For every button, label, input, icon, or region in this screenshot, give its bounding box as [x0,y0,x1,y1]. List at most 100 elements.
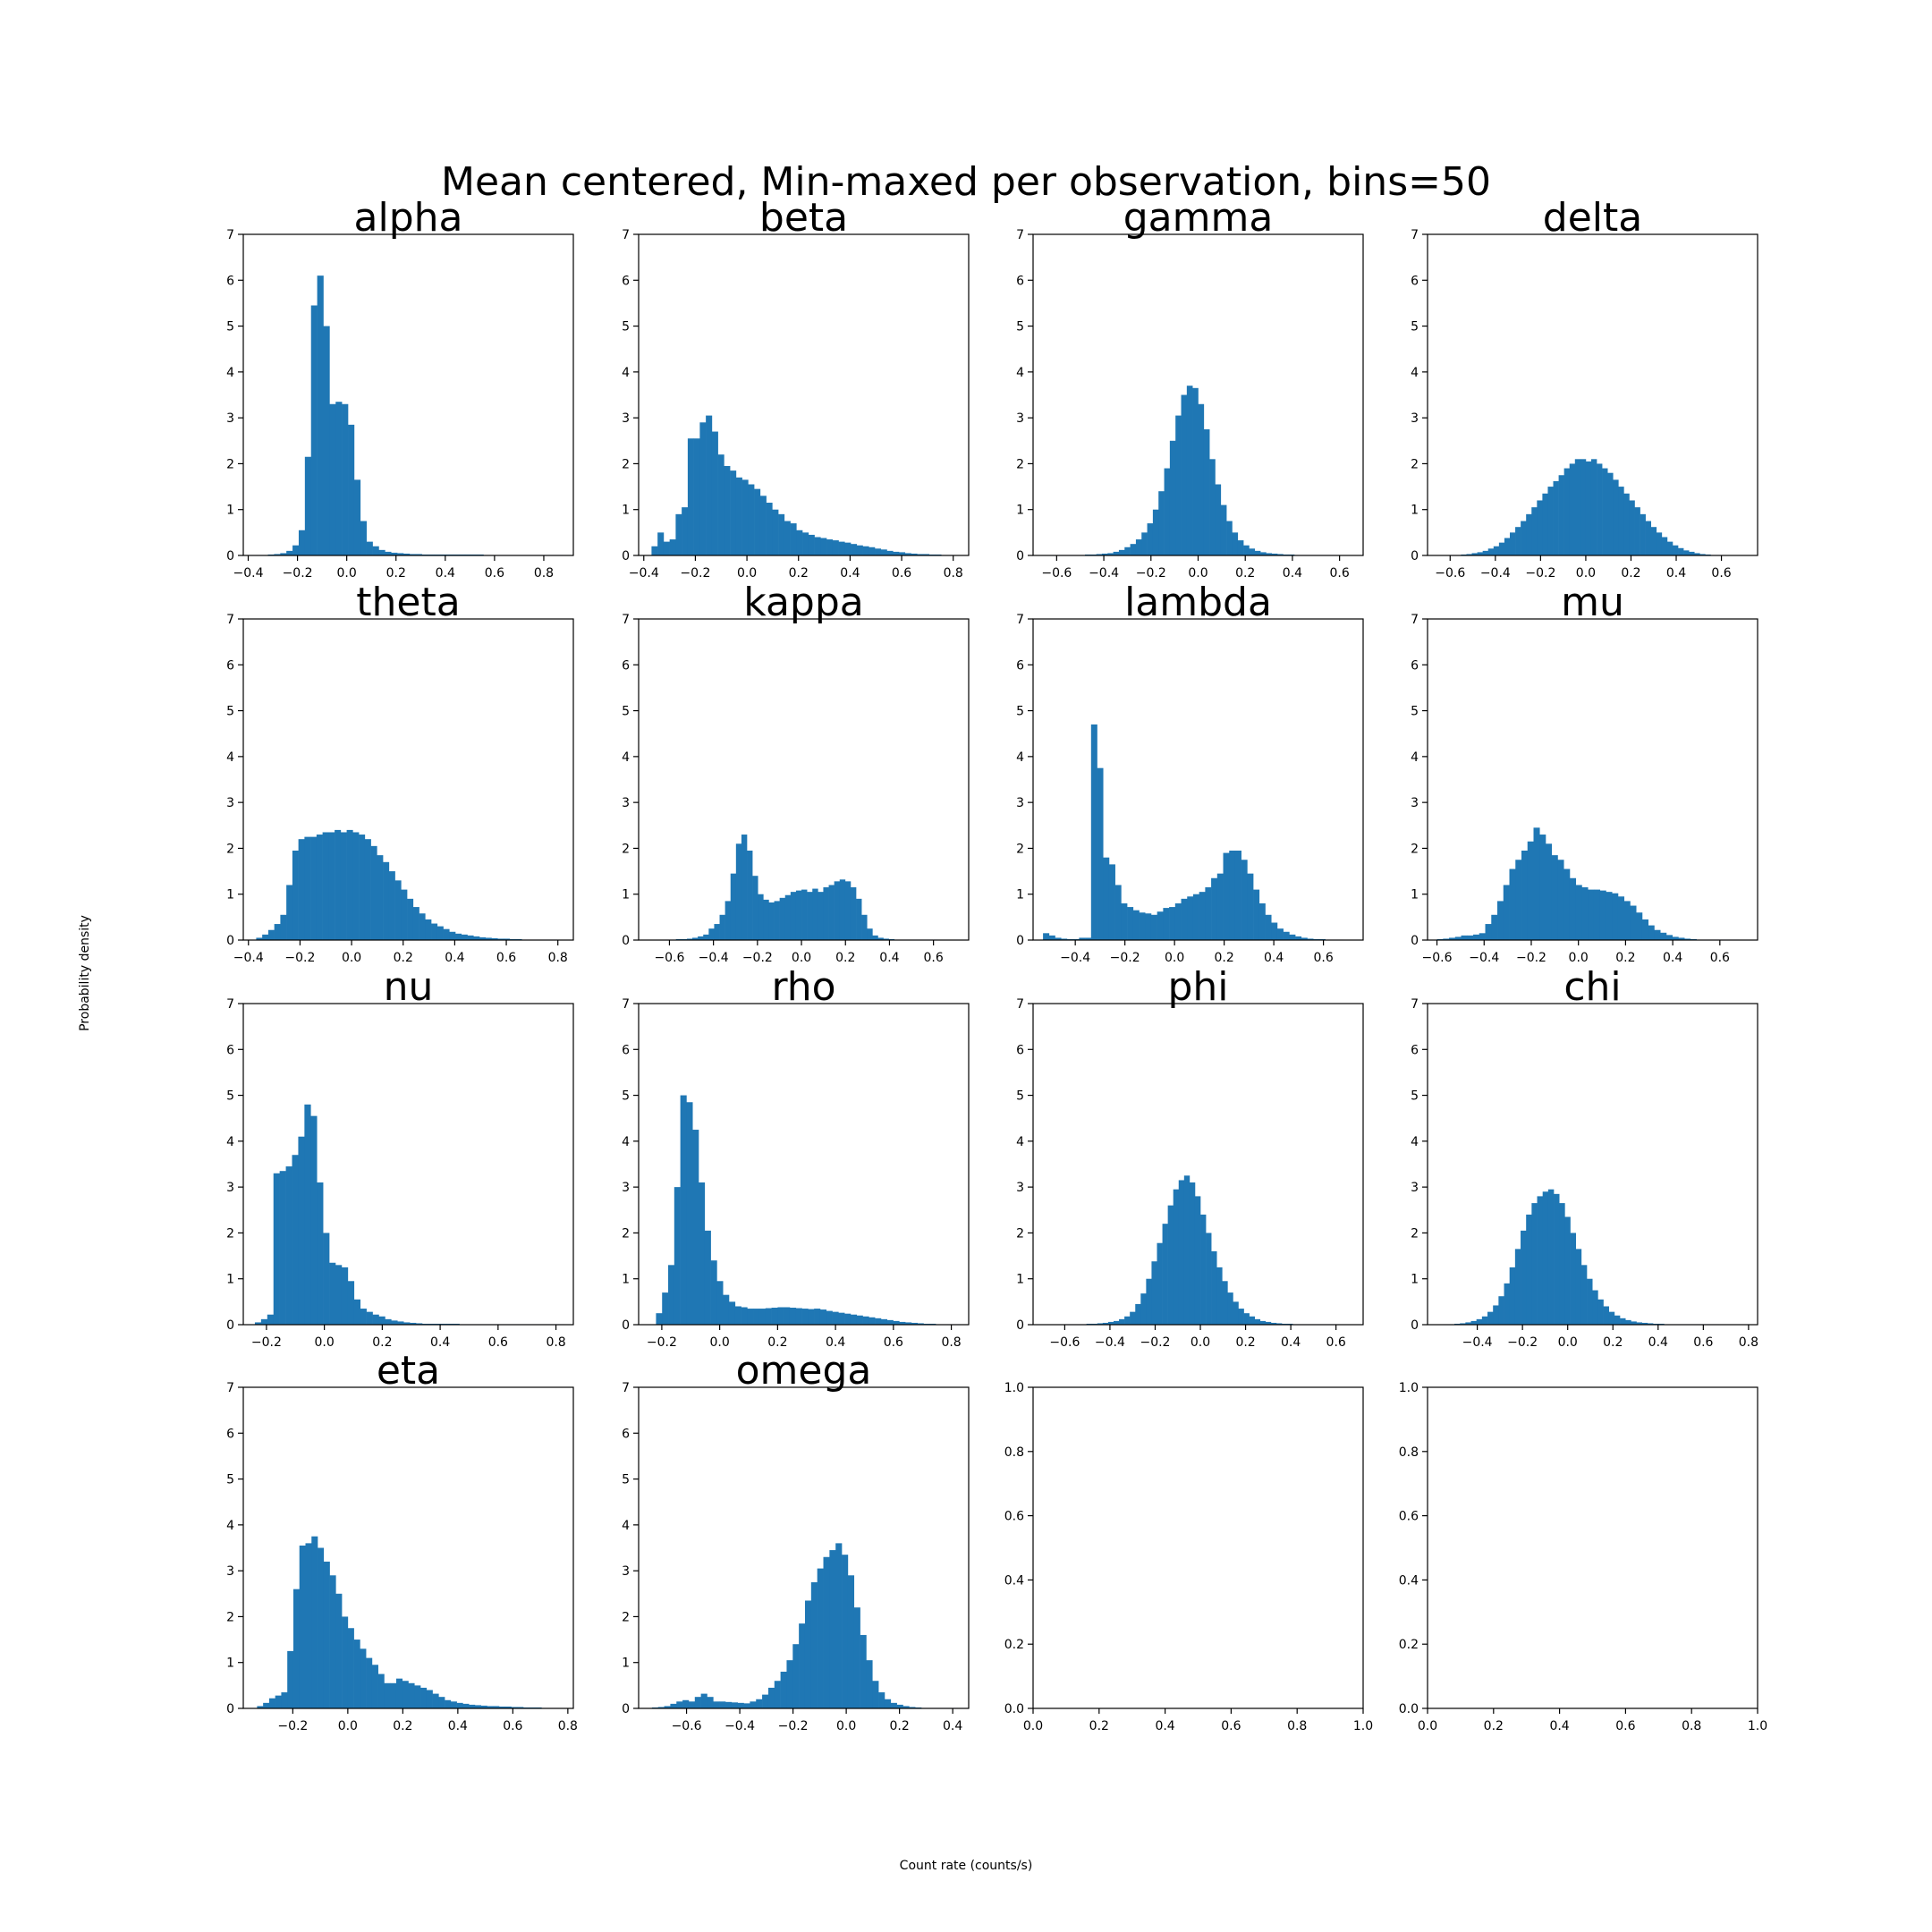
y-tick-label: 5 [226,320,234,335]
y-tick-label: 0.0 [1004,1702,1024,1716]
y-tick-label: 1 [1411,504,1419,518]
histogram-bar [1283,931,1290,940]
histogram-bar [796,530,803,555]
histogram-bar [412,907,419,940]
histogram-bar [1551,855,1558,940]
y-tick-label: 4 [622,1519,630,1533]
histogram-bar [408,1682,415,1708]
y-tick-label: 4 [1016,366,1024,380]
y-tick-label: 2 [622,1610,630,1624]
histogram-bar [385,1318,392,1325]
histogram-bar [670,1703,677,1708]
y-tick-label: 3 [1016,1181,1024,1195]
histogram-bar [340,832,347,940]
histogram-bar [717,454,724,555]
histogram-bar [1130,1311,1136,1325]
y-tick-label: 0.6 [1399,1510,1419,1524]
histogram-bar [1101,553,1108,555]
histogram-bar [391,1320,398,1325]
histogram-bar [792,1644,800,1708]
histogram-bar [1650,527,1657,555]
histogram-bar [1260,552,1267,555]
y-tick-label: 5 [622,1089,630,1104]
y-tick-label: 1 [622,1657,630,1671]
axes-frame [638,1003,970,1326]
x-tick-label: −0.2 [251,1335,282,1350]
histogram-bar [680,1095,687,1325]
y-tick-label: 0 [622,934,630,948]
histogram-bar [1220,504,1227,555]
histogram-bar [292,850,299,940]
x-tick-label: −0.2 [1140,1335,1170,1350]
histogram-bar [780,1671,787,1708]
histogram-bar [823,1556,830,1708]
histogram-bar [832,1311,839,1325]
histogram-bar [1689,551,1695,555]
histogram-bar [1181,898,1188,940]
histogram-bar [461,934,468,940]
y-tick-label: 5 [622,705,630,719]
histogram-bar [1200,1214,1207,1325]
x-tick-label: −0.6 [1435,566,1465,580]
histogram-bar [1531,507,1538,555]
histogram-bar [1140,1293,1147,1325]
histogram-bar [298,839,305,940]
x-tick-label: 0.2 [1484,1719,1504,1733]
histogram-bar [1192,894,1199,940]
histogram-bar [436,926,444,940]
histogram-bar [774,901,780,940]
histogram-bar [1477,552,1483,555]
histogram-bar [1145,913,1152,940]
x-tick-label: 1.0 [1353,1719,1373,1733]
histogram-bar [1055,937,1062,940]
y-tick-label: 7 [226,613,234,627]
histogram-bar [716,1281,724,1325]
histogram-bar [1531,1203,1538,1325]
y-tick-label: 3 [226,411,234,426]
x-tick-label: 0.0 [338,1719,358,1733]
histogram-bar [353,1640,360,1708]
histogram-bar [1592,1290,1598,1325]
histogram-bar [839,879,846,940]
y-tick-label: 4 [1016,1135,1024,1149]
y-tick-label: 1.0 [1399,1381,1419,1395]
histogram-bar [1558,475,1564,555]
histogram-bar [752,876,758,940]
histogram-bar [668,1265,675,1325]
y-tick-label: 1 [622,504,630,518]
histogram-bar [762,1694,769,1708]
histogram-bar [682,1699,690,1708]
x-tick-label: −0.4 [699,951,729,965]
x-tick-label: 0.8 [1682,1719,1701,1733]
histogram-bar [844,542,852,555]
histogram-bar [1114,885,1122,940]
y-tick-label: 7 [1411,613,1419,627]
histogram-bar [1607,472,1614,555]
histogram-bar [410,1322,417,1325]
y-tick-label: 1.0 [1004,1381,1024,1395]
histogram-bar [823,887,829,940]
x-tick-label: 0.8 [558,1719,578,1733]
y-tick-label: 4 [226,1135,234,1149]
y-tick-label: 0.2 [1004,1638,1024,1652]
histogram-bar [911,1322,919,1325]
histogram-bar [710,1260,717,1325]
histogram-bar [1199,892,1206,940]
histogram-bar [686,1102,693,1325]
histogram-bar [329,403,336,555]
y-tick-label: 0 [226,1318,234,1333]
histogram-bar [777,1307,784,1325]
subplot-delta: −0.6 −0.4 −0.2 0.0 0.2 0.4 0.6 0 1 2 3 4 5 6 7 delta [1411,195,1758,580]
histogram-bar [407,898,414,940]
histogram-bar [353,1299,361,1325]
histogram-bar [1557,860,1564,940]
histogram-bar [911,553,918,555]
y-tick-label: 0 [1016,1318,1024,1333]
x-tick-label: 0.0 [1023,1719,1043,1733]
histogram-bar [1672,545,1679,555]
x-tick-label: 0.8 [941,1335,961,1350]
histogram-bar [1206,1233,1212,1325]
histogram-bar [1559,1203,1565,1325]
histogram-bar [723,1294,730,1325]
histogram-bar [1189,1182,1196,1325]
